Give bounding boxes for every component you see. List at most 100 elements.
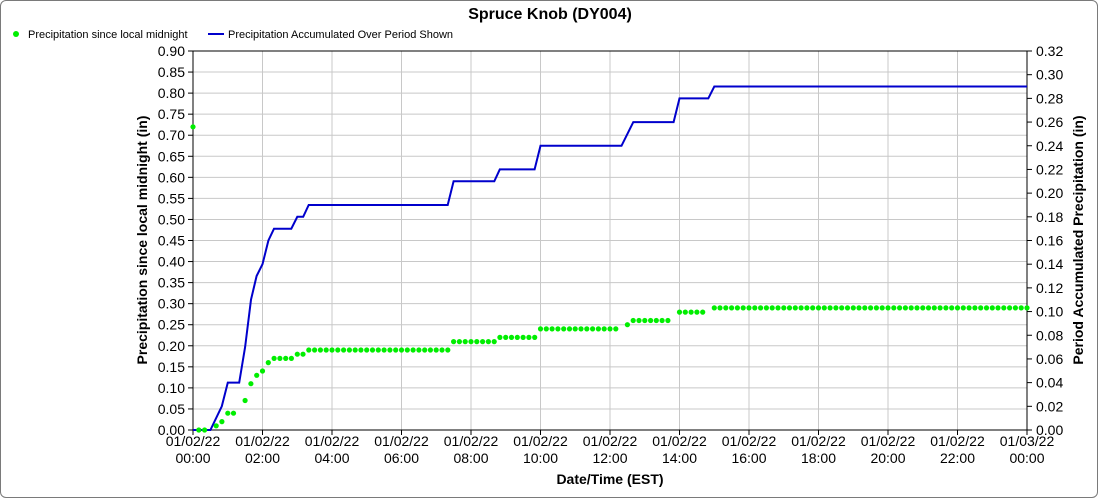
y-left-tick-label: 0.65 — [158, 148, 185, 164]
precip-since-midnight-point — [190, 124, 196, 130]
precip-since-midnight-point — [474, 339, 480, 345]
precip-since-midnight-point — [312, 347, 318, 353]
x-tick-date-label: 01/02/22 — [305, 433, 360, 449]
precip-since-midnight-point — [590, 326, 596, 332]
x-tick-time-label: 16:00 — [731, 450, 766, 466]
precip-since-midnight-point — [196, 427, 202, 433]
y-right-tick-label: 0.14 — [1036, 256, 1063, 272]
grid — [192, 50, 1028, 431]
y-left-tick-label: 0.20 — [158, 338, 185, 354]
y-right-tick-label: 0.08 — [1036, 327, 1063, 343]
precip-since-midnight-point — [572, 326, 578, 332]
precip-since-midnight-point — [202, 427, 208, 433]
precip-since-midnight-point — [410, 347, 416, 353]
precip-since-midnight-point — [682, 309, 688, 315]
precip-since-midnight-point — [254, 372, 260, 378]
y-left-tick-label: 0.80 — [158, 85, 185, 101]
precip-since-midnight-point — [1024, 305, 1030, 311]
y-right-tick-label: 0.28 — [1036, 90, 1063, 106]
y-left-tick-label: 0.55 — [158, 190, 185, 206]
precip-since-midnight-point — [607, 326, 613, 332]
precip-since-midnight-point — [844, 305, 851, 311]
precip-since-midnight-point — [497, 334, 503, 340]
x-tick-time-label: 00:00 — [1009, 450, 1044, 466]
y-left-tick-label: 0.40 — [158, 254, 185, 270]
precip-since-midnight-point — [398, 347, 405, 353]
precip-since-midnight-point — [508, 334, 515, 340]
precip-since-midnight-point — [833, 305, 839, 311]
precip-since-midnight-point — [566, 326, 573, 332]
y-left-tick-label: 0.70 — [158, 127, 185, 143]
y-right-tick-label: 0.26 — [1036, 114, 1063, 130]
precip-since-midnight-point — [265, 360, 271, 366]
y-left-tick-label: 0.05 — [158, 401, 185, 417]
y-right-tick-label: 0.04 — [1036, 375, 1063, 391]
y-left-tick-label: 0.10 — [158, 380, 185, 396]
precip-since-midnight-point — [636, 317, 642, 324]
x-tick-date-label: 01/03/22 — [1000, 433, 1055, 449]
precip-since-midnight-point — [676, 309, 683, 315]
y-left-tick-label: 0.85 — [158, 64, 185, 80]
precip-since-midnight-point — [972, 305, 978, 311]
y-right-ticks: 0.00 0.02 0.04 0.06 0.08 0.10 0.12 0.14 0.16 0.18… — [1027, 43, 1063, 438]
x-tick-time-label: 18:00 — [801, 450, 836, 466]
precip-since-midnight-point — [868, 305, 874, 311]
y-right-axis-title: Period Accumulated Precipitation (in) — [1070, 115, 1086, 364]
precip-since-midnight-point — [404, 347, 410, 353]
chart-title: Spruce Knob (DY004) — [468, 6, 632, 23]
precip-since-midnight-point — [775, 305, 781, 311]
precip-since-midnight-point — [989, 305, 995, 311]
precip-since-midnight-point — [578, 326, 584, 332]
y-left-tick-label: 0.50 — [158, 211, 185, 227]
x-tick-date-label: 01/02/22 — [583, 433, 638, 449]
precip-since-midnight-point — [288, 355, 294, 361]
precip-since-midnight-point — [317, 347, 323, 353]
y-right-tick-label: 0.00 — [1036, 422, 1063, 438]
precip-since-midnight-point — [700, 309, 706, 315]
y-left-tick-label: 0.90 — [158, 43, 185, 59]
precip-since-midnight-point — [451, 339, 457, 345]
y-right-tick-label: 0.10 — [1036, 304, 1063, 320]
precip-since-midnight-point — [873, 305, 880, 311]
precip-since-midnight-point — [1001, 305, 1007, 311]
precip-since-midnight-point — [422, 347, 428, 353]
x-tick-time-label: 06:00 — [384, 450, 419, 466]
precip-since-midnight-point — [786, 305, 793, 311]
precip-since-midnight-point — [792, 305, 798, 311]
x-tick-time-label: 02:00 — [245, 450, 280, 466]
precip-since-midnight-point — [902, 305, 909, 311]
y-right-tick-label: 0.18 — [1036, 209, 1063, 225]
precip-since-midnight-point — [897, 305, 903, 311]
x-tick-time-label: 10:00 — [523, 450, 558, 466]
x-tick-date-label: 01/02/22 — [513, 433, 568, 449]
precip-since-midnight-point — [659, 317, 665, 324]
precip-since-midnight-point — [711, 305, 717, 311]
x-tick-time-label: 12:00 — [592, 450, 627, 466]
precip-since-midnight-point — [364, 347, 370, 353]
accumulated-precip-line — [193, 85, 1027, 431]
precip-since-midnight-point — [387, 347, 393, 353]
precip-since-midnight-point — [230, 410, 237, 416]
precip-since-midnight-point — [543, 326, 549, 332]
precip-since-midnight-point — [688, 309, 694, 315]
precip-since-midnight-point — [335, 347, 341, 353]
x-tick-date-label: 01/02/22 — [235, 433, 290, 449]
precip-since-midnight-point — [856, 305, 862, 311]
y-right-tick-label: 0.24 — [1036, 138, 1063, 154]
precip-since-midnight-point — [954, 305, 961, 311]
precip-since-midnight-point — [352, 347, 358, 353]
precip-since-midnight-point — [595, 326, 602, 332]
precip-since-midnight-point — [630, 317, 636, 324]
x-tick-date-label: 01/02/22 — [791, 433, 846, 449]
precip-since-midnight-point — [358, 347, 364, 353]
y-left-tick-label: 0.45 — [158, 233, 185, 249]
precip-since-midnight-point — [555, 326, 561, 332]
precip-since-midnight-point — [271, 355, 277, 361]
x-tick-time-label: 04:00 — [314, 450, 349, 466]
precip-since-midnight-point — [416, 347, 422, 353]
x-tick-date-label: 01/02/22 — [444, 433, 499, 449]
x-tick-time-label: 14:00 — [662, 450, 697, 466]
precip-since-midnight-point — [648, 317, 654, 324]
precip-since-midnight-point — [624, 322, 631, 328]
